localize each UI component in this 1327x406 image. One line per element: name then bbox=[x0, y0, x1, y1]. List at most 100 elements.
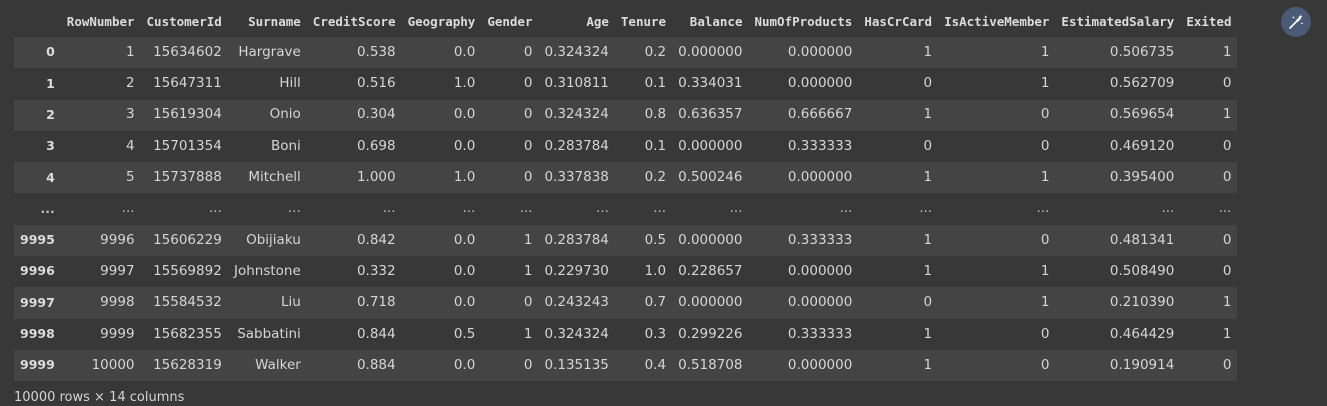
table-cell: 0.884 bbox=[306, 349, 402, 382]
table-cell: 0.337838 bbox=[538, 162, 615, 194]
table-cell: 0 bbox=[1180, 162, 1238, 194]
table-row: 9997 9998 15584532 Liu 0.718 0.0 0 0.243243 0.7 0… bbox=[14, 287, 1238, 319]
table-cell: 2 bbox=[60, 68, 141, 100]
column-header: EstimatedSalary bbox=[1055, 7, 1181, 37]
table-cell: Johnstone bbox=[227, 256, 307, 288]
table-cell: 0 bbox=[481, 68, 539, 100]
magic-wand-button[interactable] bbox=[1281, 7, 1311, 37]
table-cell: 1 bbox=[858, 224, 939, 257]
table-cell: 0.332 bbox=[306, 256, 402, 288]
table-cell: 0.395400 bbox=[1055, 162, 1181, 194]
table-cell: 1 bbox=[1180, 99, 1238, 131]
table-cell: 15619304 bbox=[140, 99, 228, 131]
table-cell: 0.324324 bbox=[538, 99, 615, 131]
table-cell: 0.698 bbox=[306, 130, 402, 163]
table-cell: 1 bbox=[1180, 37, 1238, 69]
table-cell: 0 bbox=[858, 130, 939, 163]
table-cell: 1.0 bbox=[401, 68, 482, 100]
table-cell: 0 bbox=[1180, 68, 1238, 100]
table-cell: Hargrave bbox=[227, 37, 307, 69]
table-cell: 0.333333 bbox=[748, 318, 859, 350]
table-cell: 3 bbox=[60, 99, 141, 131]
table-cell: 0 bbox=[481, 130, 539, 163]
table-cell: 0.190914 bbox=[1055, 349, 1181, 382]
table-cell: 9998 bbox=[60, 287, 141, 319]
table-cell: 0 bbox=[858, 287, 939, 319]
magic-wand-icon bbox=[1289, 14, 1304, 29]
table-cell: 1 bbox=[60, 37, 141, 69]
table-cell: 0.000000 bbox=[672, 287, 749, 319]
table-cell: 0.516 bbox=[306, 68, 402, 100]
table-cell: 0.304 bbox=[306, 99, 402, 131]
table-cell: 0 bbox=[858, 68, 939, 100]
column-header: IsActiveMember bbox=[938, 7, 1056, 37]
table-cell: 0.000000 bbox=[748, 256, 859, 288]
table-cell: 0 bbox=[938, 99, 1056, 131]
table-cell: 0 bbox=[481, 162, 539, 194]
table-cell: 1 bbox=[1180, 318, 1238, 350]
table-cell: Mitchell bbox=[227, 162, 307, 194]
row-index: 9999 bbox=[14, 349, 61, 382]
table-cell: 0.508490 bbox=[1055, 256, 1181, 288]
table-cell: 0.500246 bbox=[672, 162, 749, 194]
header-row: RowNumber CustomerId Surname CreditScore… bbox=[14, 7, 1238, 37]
table-cell: Boni bbox=[227, 130, 307, 163]
table-cell: 0.518708 bbox=[672, 349, 749, 382]
table-cell: 1 bbox=[858, 162, 939, 194]
table-cell: 15606229 bbox=[140, 224, 228, 257]
column-header: Tenure bbox=[614, 7, 673, 37]
table-cell: 0.283784 bbox=[538, 224, 615, 257]
row-index: 3 bbox=[14, 130, 61, 163]
table-cell: 1 bbox=[481, 256, 539, 288]
table-cell: 0.666667 bbox=[748, 99, 859, 131]
table-cell: 0.0 bbox=[401, 130, 482, 163]
table-cell: 0.842 bbox=[306, 224, 402, 257]
table-cell: 0 bbox=[1180, 256, 1238, 288]
table-cell: 0.4 bbox=[614, 349, 673, 382]
table-cell: 0.2 bbox=[614, 162, 673, 194]
table-cell: 0.000000 bbox=[672, 130, 749, 163]
row-index: 2 bbox=[14, 99, 61, 131]
table-cell: 0.8 bbox=[614, 99, 673, 131]
table-cell: 10000 bbox=[60, 349, 141, 382]
table-cell: ... bbox=[1180, 193, 1238, 225]
table-cell: Liu bbox=[227, 287, 307, 319]
table-cell: 0.469120 bbox=[1055, 130, 1181, 163]
table-cell: 15584532 bbox=[140, 287, 228, 319]
column-header: NumOfProducts bbox=[748, 7, 859, 37]
column-header: Surname bbox=[227, 7, 307, 37]
table-cell: 0.5 bbox=[614, 224, 673, 257]
table-cell: Hill bbox=[227, 68, 307, 100]
table-cell: 0 bbox=[938, 224, 1056, 257]
table-cell: 1 bbox=[938, 256, 1056, 288]
table-cell: 0.000000 bbox=[748, 68, 859, 100]
table-cell: 1 bbox=[858, 99, 939, 131]
table-header: RowNumber CustomerId Surname CreditScore… bbox=[14, 7, 1238, 37]
index-header bbox=[14, 7, 61, 37]
table-cell: 15682355 bbox=[140, 318, 228, 350]
table-cell: 0.0 bbox=[401, 224, 482, 257]
dataframe-table: RowNumber CustomerId Surname CreditScore… bbox=[14, 7, 1238, 382]
table-cell: ... bbox=[401, 193, 482, 225]
table-row: 9996 9997 15569892 Johnstone 0.332 0.0 1 0.2297… bbox=[14, 256, 1238, 288]
table-cell: 0.0 bbox=[401, 256, 482, 288]
row-index: 9997 bbox=[14, 287, 61, 319]
table-cell: 0.844 bbox=[306, 318, 402, 350]
table-cell: 0 bbox=[481, 37, 539, 69]
row-index: 4 bbox=[14, 162, 61, 194]
row-index: 9995 bbox=[14, 224, 61, 257]
table-row: 0 1 15634602 Hargrave 0.538 0.0 0 0.324324 0.2 0.… bbox=[14, 37, 1238, 69]
table-cell: ... bbox=[614, 193, 673, 225]
column-header: Age bbox=[538, 7, 615, 37]
column-header: Exited bbox=[1180, 7, 1238, 37]
table-row: 3 4 15701354 Boni 0.698 0.0 0 0.283784 0.1 0.0000… bbox=[14, 130, 1238, 163]
table-cell: 15737888 bbox=[140, 162, 228, 194]
table-cell: 0.000000 bbox=[672, 37, 749, 69]
table-cell: ... bbox=[748, 193, 859, 225]
table-cell: 15634602 bbox=[140, 37, 228, 69]
table-cell: 1 bbox=[1180, 287, 1238, 319]
table-cell: 0 bbox=[938, 130, 1056, 163]
column-header: CustomerId bbox=[140, 7, 228, 37]
table-cell: 0.569654 bbox=[1055, 99, 1181, 131]
table-body: 0 1 15634602 Hargrave 0.538 0.0 0 0.324324 0.2 0.… bbox=[14, 37, 1238, 382]
